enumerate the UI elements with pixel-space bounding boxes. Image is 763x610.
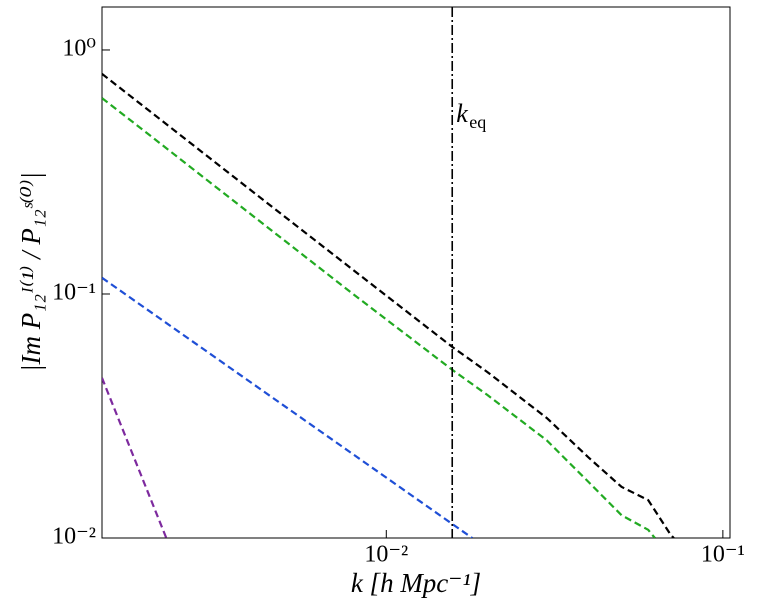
plot-frame bbox=[101, 6, 731, 539]
x-tick-label: 10⁻² bbox=[364, 542, 408, 568]
x-tick-label: 10⁻¹ bbox=[701, 542, 745, 568]
y-tick-label: 10⁻² bbox=[52, 524, 96, 550]
x-axis-label: k [h Mpc⁻¹] bbox=[351, 568, 481, 598]
series-line bbox=[102, 73, 675, 538]
plot-area bbox=[102, 7, 675, 538]
y-tick-label: 10⁻¹ bbox=[52, 279, 96, 305]
series-line bbox=[102, 276, 473, 538]
y-axis-label: |Im P₁₂ᴵ⁽¹⁾ / P₁₂ˢ⁽⁰⁾| bbox=[16, 172, 46, 372]
series-line bbox=[102, 377, 168, 538]
series-line bbox=[102, 97, 656, 538]
annotation-subscript: eq bbox=[469, 112, 486, 132]
annotation: k bbox=[456, 99, 468, 128]
y-tick-label: 10⁰ bbox=[62, 35, 96, 61]
